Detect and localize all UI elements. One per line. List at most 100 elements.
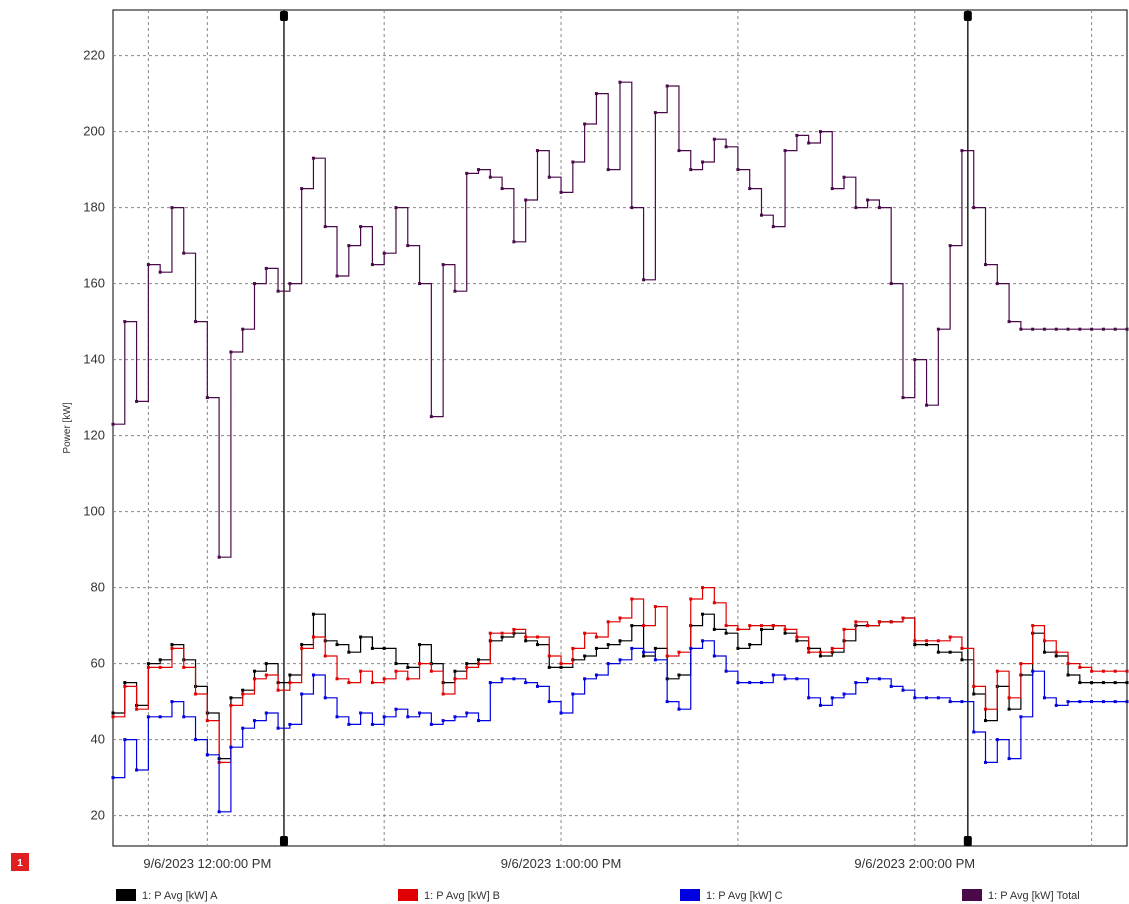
data-point xyxy=(252,719,256,723)
data-point xyxy=(135,399,139,403)
data-point xyxy=(724,631,728,635)
data-point xyxy=(465,665,469,669)
data-point xyxy=(630,624,634,628)
legend-swatch xyxy=(116,889,136,901)
data-point xyxy=(889,620,893,624)
data-point xyxy=(818,130,822,134)
x-tick-label: 9/6/2023 2:00:00 PM xyxy=(854,856,975,871)
cursor-handle-top[interactable] xyxy=(963,11,972,21)
data-point xyxy=(559,662,563,666)
y-tick-label: 120 xyxy=(83,428,105,443)
data-point xyxy=(382,251,386,255)
data-point xyxy=(925,403,929,407)
data-point xyxy=(818,650,822,654)
data-point xyxy=(972,692,976,696)
data-point xyxy=(300,692,304,696)
x-tick-label: 9/6/2023 1:00:00 PM xyxy=(501,856,622,871)
data-point xyxy=(606,662,610,666)
data-point xyxy=(1042,696,1046,700)
cursor-handle-top[interactable] xyxy=(279,11,288,21)
legend-item: 1: P Avg [kW] B xyxy=(398,889,500,902)
data-point xyxy=(535,149,539,153)
badge-label: 1 xyxy=(17,858,23,869)
y-tick-label: 20 xyxy=(91,808,105,823)
data-point xyxy=(347,722,351,726)
data-point xyxy=(382,715,386,719)
data-point xyxy=(724,624,728,628)
data-point xyxy=(866,198,870,202)
data-point xyxy=(901,688,905,692)
data-point xyxy=(194,320,198,324)
data-point xyxy=(1042,327,1046,331)
data-point xyxy=(995,282,999,286)
data-point xyxy=(594,635,598,639)
data-point xyxy=(1090,669,1094,673)
series-line xyxy=(113,640,1127,813)
data-point xyxy=(948,244,952,248)
data-point xyxy=(583,677,587,681)
y-tick-label: 40 xyxy=(91,732,105,747)
data-point xyxy=(311,156,315,160)
data-point xyxy=(1078,700,1082,704)
data-point xyxy=(583,654,587,658)
data-point xyxy=(288,673,292,677)
data-point xyxy=(524,639,528,643)
data-point xyxy=(229,350,233,354)
data-point xyxy=(960,658,964,662)
data-point xyxy=(748,643,752,647)
data-point xyxy=(288,681,292,685)
data-point xyxy=(1019,662,1023,666)
data-point xyxy=(936,639,940,643)
data-point xyxy=(701,586,705,590)
time-cursors[interactable] xyxy=(279,10,972,846)
data-point xyxy=(830,696,834,700)
data-point xyxy=(783,627,787,631)
data-point xyxy=(252,669,256,673)
data-point xyxy=(111,715,115,719)
legend-swatch xyxy=(680,889,700,901)
data-point xyxy=(429,415,433,419)
legend-swatch xyxy=(398,889,418,901)
data-point xyxy=(783,149,787,153)
legend-item: 1: P Avg [kW] C xyxy=(680,889,783,902)
data-point xyxy=(618,616,622,620)
data-point xyxy=(229,745,233,749)
data-point xyxy=(972,684,976,688)
data-point xyxy=(205,719,209,723)
data-point xyxy=(182,665,186,669)
data-point xyxy=(642,278,646,282)
cursor-handle-bottom[interactable] xyxy=(963,836,972,846)
data-point xyxy=(736,646,740,650)
data-point xyxy=(583,122,587,126)
data-point xyxy=(1090,700,1094,704)
data-point xyxy=(264,266,268,270)
data-point xyxy=(984,719,988,723)
data-point xyxy=(736,627,740,631)
data-point xyxy=(712,654,716,658)
cursor-handle-bottom[interactable] xyxy=(279,836,288,846)
data-point xyxy=(1090,681,1094,685)
data-point xyxy=(771,225,775,229)
data-point xyxy=(111,776,115,780)
data-point xyxy=(323,225,327,229)
y-tick-label: 80 xyxy=(91,580,105,595)
data-point xyxy=(571,160,575,164)
data-point xyxy=(276,726,280,730)
data-point xyxy=(453,715,457,719)
data-point xyxy=(359,711,363,715)
data-point xyxy=(571,692,575,696)
data-point xyxy=(866,624,870,628)
badge-box[interactable] xyxy=(11,853,29,871)
data-point xyxy=(311,635,315,639)
data-point xyxy=(630,597,634,601)
data-point xyxy=(241,692,245,696)
data-point xyxy=(158,665,162,669)
data-point xyxy=(559,711,563,715)
x-axis-ticks: 9/6/2023 12:00:00 PM 9/6/2023 1:00:00 PM 9… xyxy=(143,856,975,871)
data-point xyxy=(736,681,740,685)
data-point xyxy=(889,282,893,286)
data-point xyxy=(146,263,150,267)
data-point xyxy=(913,643,917,647)
data-point xyxy=(972,206,976,210)
data-point xyxy=(418,711,422,715)
